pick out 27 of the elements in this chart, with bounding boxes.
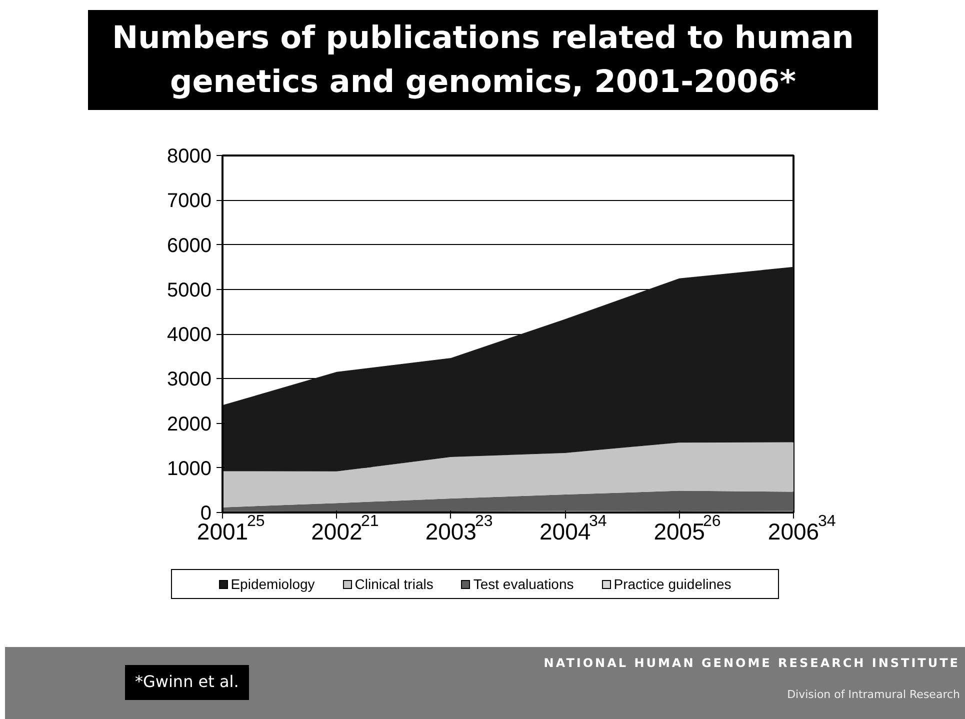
chart-title: Numbers of publications related to human genetics and genomics, 2001-2006* [111,19,855,102]
y-tick-label: 7000 [167,190,212,212]
x-tick-label: 2006 [768,518,820,544]
x-tick-label: 2003 [425,518,476,544]
y-tick-label: 6000 [167,234,212,257]
y-tick-label: 4000 [167,324,212,346]
legend-label: Practice guidelines [612,576,732,592]
legend-label: Clinical trials [354,576,434,592]
y-tick-label: 3000 [167,368,212,391]
text: *Gwinn et al. [125,665,249,700]
y-tick-label: 1000 [167,458,212,480]
legend-label: Test evaluations [472,576,574,592]
y-tick-label: 2000 [167,413,212,436]
legend-label: Epidemiology [230,576,315,592]
y-tick-label: 5000 [167,279,212,302]
x-tick-label: 2004 [540,518,591,544]
data-label: 23 [475,512,493,530]
text: Division of Intramural Research [787,687,960,703]
data-label: 34 [589,512,607,530]
data-label: 34 [818,512,836,532]
x-tick-label: 2005 [654,518,705,544]
text: NATIONAL HUMAN GENOME RESEARCH INSTITUTE [544,655,960,672]
data-label: 26 [703,512,721,530]
data-label: 25 [247,512,265,532]
y-tick-label: 8000 [167,146,212,168]
x-tick-label: 2002 [311,518,362,544]
data-label: 21 [361,512,379,530]
